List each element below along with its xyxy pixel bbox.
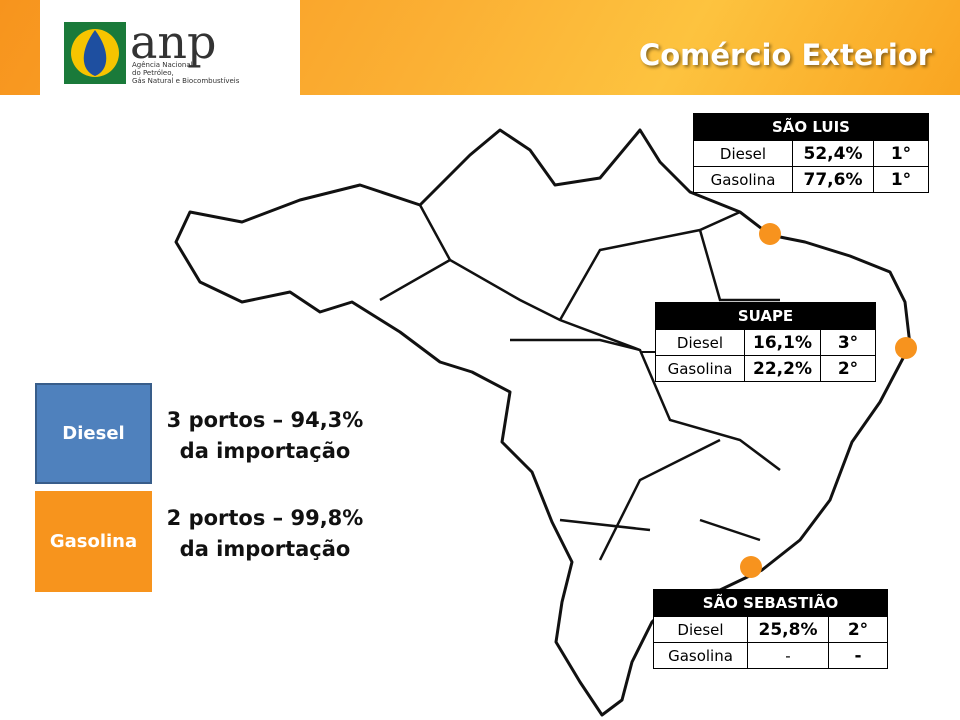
legend-box: Diesel (35, 383, 152, 484)
logo-subtitle: Gás Natural e Biocombustíveis (132, 77, 240, 85)
legend-line: 2 portos – 99,8% (166, 506, 364, 530)
share: 52,4% (792, 140, 874, 167)
share: - (747, 642, 829, 669)
share: 25,8% (747, 616, 829, 643)
legend-line: da importação (179, 537, 351, 561)
port-table: SÃO LUIS Diesel 52,4% 1° Gasolina 77,6% 1° (693, 113, 929, 193)
port-table: SUAPE Diesel 16,1% 3° Gasolina 22,2% 2° (655, 302, 876, 382)
port-name: SÃO SEBASTIÃO (653, 589, 888, 617)
port-name: SÃO LUIS (693, 113, 929, 141)
fuel: Gasolina (655, 355, 745, 382)
logo-text: anp (130, 15, 217, 69)
port-name: SUAPE (655, 302, 876, 330)
rank: 2° (828, 616, 888, 643)
slide-title: Comércio Exterior (638, 38, 932, 72)
legend-box: Gasolina (35, 491, 152, 592)
rank: 1° (873, 140, 929, 167)
logo-area: anp Agência Nacional do Petróleo, Gás Na… (40, 0, 300, 100)
state-borders (379, 204, 781, 561)
port-marker (740, 556, 762, 578)
share: 16,1% (744, 329, 821, 356)
logo: anp Agência Nacional do Petróleo, Gás Na… (64, 15, 240, 85)
rank: 1° (873, 166, 929, 193)
fuel: Diesel (653, 616, 748, 643)
legend-text: 3 portos – 94,3% da importação (145, 405, 385, 467)
logo-subtitle: Agência Nacional (132, 61, 193, 69)
rank: 2° (820, 355, 876, 382)
legend-text: 2 portos – 99,8% da importação (145, 503, 385, 565)
port-table: SÃO SEBASTIÃO Diesel 25,8% 2° Gasolina - - (653, 589, 888, 669)
port-marker (895, 337, 917, 359)
fuel: Diesel (693, 140, 793, 167)
rank: - (828, 642, 888, 669)
fuel: Gasolina (653, 642, 748, 669)
legend-line: da importação (179, 439, 351, 463)
share: 77,6% (792, 166, 874, 193)
fuel: Gasolina (693, 166, 793, 193)
rank: 3° (820, 329, 876, 356)
port-marker (759, 223, 781, 245)
share: 22,2% (744, 355, 821, 382)
legend-line: 3 portos – 94,3% (166, 408, 364, 432)
fuel: Diesel (655, 329, 745, 356)
logo-subtitle: do Petróleo, (132, 69, 174, 77)
